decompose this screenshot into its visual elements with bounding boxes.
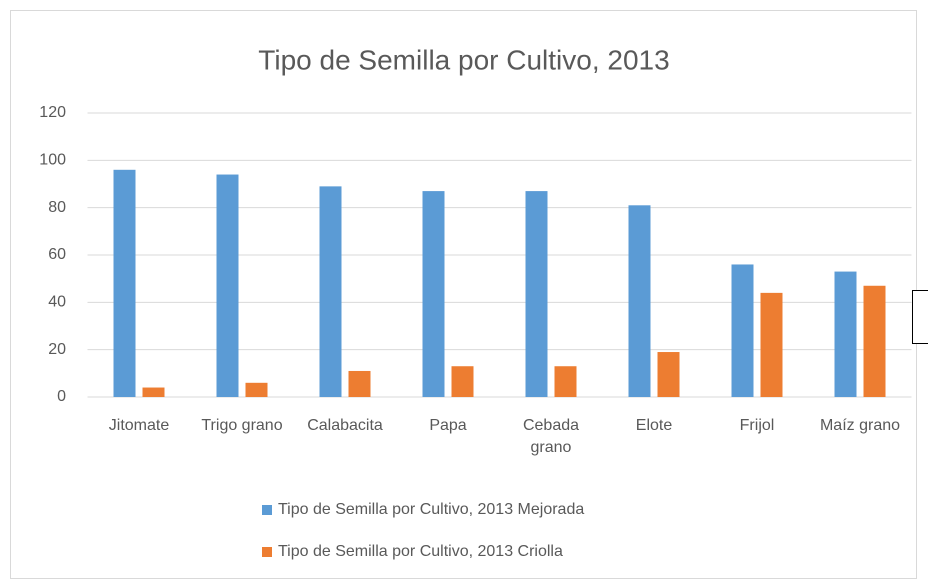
x-tick-label: Calabacita [307, 417, 383, 434]
bar [216, 174, 239, 397]
cut-off-box [912, 290, 928, 344]
bar [113, 169, 136, 397]
legend-label: Tipo de Semilla por Cultivo, 2013 Mejora… [278, 501, 584, 518]
bar [348, 370, 371, 397]
bar [834, 271, 857, 397]
legend-swatch [262, 505, 272, 515]
bar [319, 186, 342, 397]
x-tick-label: Papa [429, 417, 467, 434]
y-tick-label: 60 [48, 246, 66, 263]
bar [142, 387, 165, 397]
x-tick-label: Trigo grano [201, 417, 283, 434]
bar [451, 366, 474, 397]
x-tick-label: Cebada grano [522, 417, 580, 456]
bar [422, 191, 445, 397]
y-tick-label: 40 [48, 294, 66, 311]
x-tick-label: Maíz grano [819, 417, 901, 434]
y-tick-label: 120 [39, 104, 66, 121]
legend-label: Tipo de Semilla por Cultivo, 2013 Crioll… [278, 543, 563, 560]
bar [525, 191, 548, 397]
y-tick-label: 100 [39, 152, 66, 169]
x-tick-label: Jitomate [108, 417, 170, 434]
bar [554, 366, 577, 397]
y-tick-label: 20 [48, 341, 66, 358]
y-tick-label: 80 [48, 199, 66, 216]
bar [657, 352, 680, 397]
bar [863, 285, 886, 397]
y-tick-label: 0 [57, 388, 66, 405]
bar [731, 264, 754, 397]
bar [245, 382, 268, 397]
chart-title: Tipo de Semilla por Cultivo, 2013 [258, 44, 669, 75]
bar [628, 205, 651, 397]
bar [760, 292, 783, 397]
x-tick-label: Frijol [739, 417, 775, 434]
legend-swatch [262, 547, 272, 557]
x-tick-label: Elote [635, 417, 673, 434]
